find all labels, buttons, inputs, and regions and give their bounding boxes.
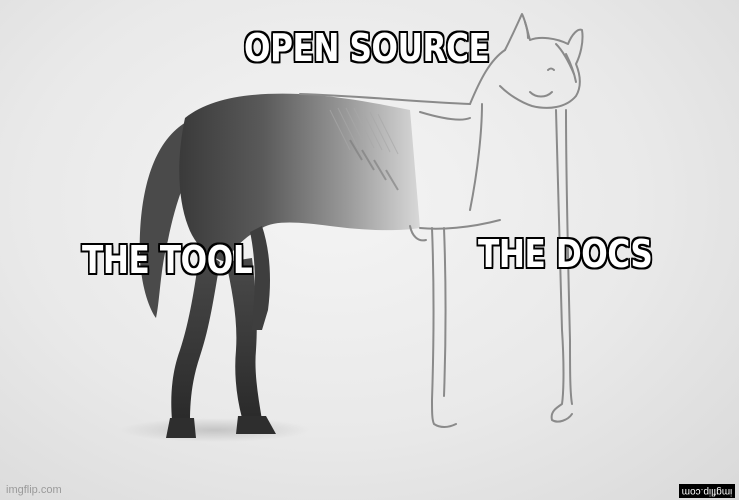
horse-front-leg-shaded xyxy=(250,226,270,330)
floor-shadow xyxy=(120,418,310,442)
caption-top: OPEN SOURCE xyxy=(244,26,490,70)
horse-hoof-back xyxy=(166,418,196,438)
caption-right: THE DOCS xyxy=(478,232,653,276)
sketch-lines xyxy=(299,13,584,428)
hatch-marks xyxy=(329,107,399,155)
horse-hind-leg-front xyxy=(226,258,262,420)
horse-hoof-front xyxy=(236,416,276,434)
watermark-imgflip: imgflip.com xyxy=(6,484,62,496)
caption-left: THE TOOL xyxy=(82,238,253,282)
watermark-imgflip-flipped: imgflip.com xyxy=(679,484,735,498)
horse-hind-leg-back xyxy=(171,248,220,422)
rib-marks xyxy=(349,139,399,191)
